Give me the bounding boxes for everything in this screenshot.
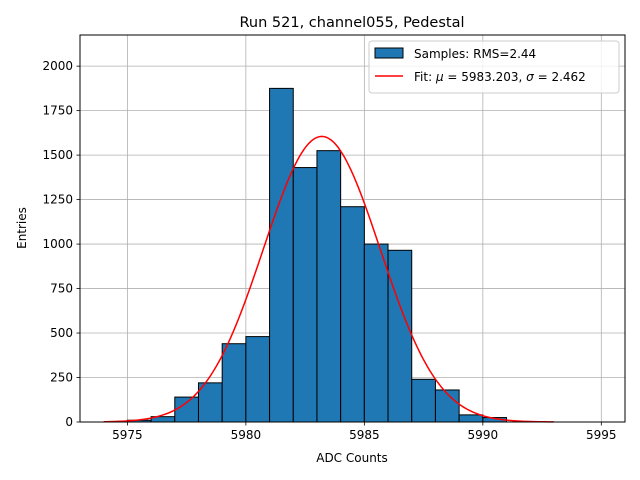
y-tick-label: 500 (50, 326, 73, 340)
x-tick-label: 5985 (349, 428, 380, 442)
histogram-bars (126, 87, 508, 423)
histogram-bar (411, 378, 436, 423)
legend-fit-label: Fit: μ = 5983.203, σ = 2.462 (414, 70, 586, 84)
histogram-bar (363, 243, 389, 423)
histogram-bar (340, 206, 365, 423)
y-tick-label: 1750 (42, 104, 73, 118)
y-tick-label: 1500 (42, 148, 73, 162)
y-tick-label: 250 (50, 371, 73, 385)
histogram-bar (387, 249, 413, 423)
x-tick-label: 5980 (231, 428, 262, 442)
x-tick-label: 5975 (112, 428, 143, 442)
plot-frame (79, 34, 626, 423)
x-axis-label: ADC Counts (316, 451, 388, 465)
histogram-bar (174, 396, 199, 423)
histogram-bar (316, 150, 342, 423)
fit-curve (103, 135, 554, 423)
x-tick-label: 5990 (468, 428, 499, 442)
x-tick-label: 5995 (586, 428, 617, 442)
chart-title: Run 521, channel055, Pedestal (239, 15, 464, 31)
y-axis-label: Entries (15, 207, 29, 249)
histogram-bar (197, 382, 223, 423)
y-axis-ticks: 0 250 500 750 1000 1250 1500 1750 2000 (42, 59, 80, 429)
histogram-bar (245, 336, 271, 423)
y-tick-label: 750 (50, 282, 73, 296)
y-tick-label: 2000 (42, 59, 73, 73)
histogram-bar (221, 343, 247, 423)
y-tick-label: 1000 (42, 237, 73, 251)
histogram-bar (458, 414, 484, 423)
legend-box (368, 40, 620, 94)
legend: Samples: RMS=2.44 Fit: μ = 5983.203, σ =… (368, 40, 620, 94)
legend-histogram-label: Samples: RMS=2.44 (414, 47, 536, 61)
y-tick-label: 0 (65, 415, 73, 429)
legend-histogram-swatch (374, 47, 404, 59)
histogram-bar (292, 167, 318, 423)
x-axis-ticks: 5975 5980 5985 5990 5995 (112, 422, 617, 442)
histogram-bar (269, 87, 294, 423)
y-tick-label: 1250 (42, 193, 73, 207)
